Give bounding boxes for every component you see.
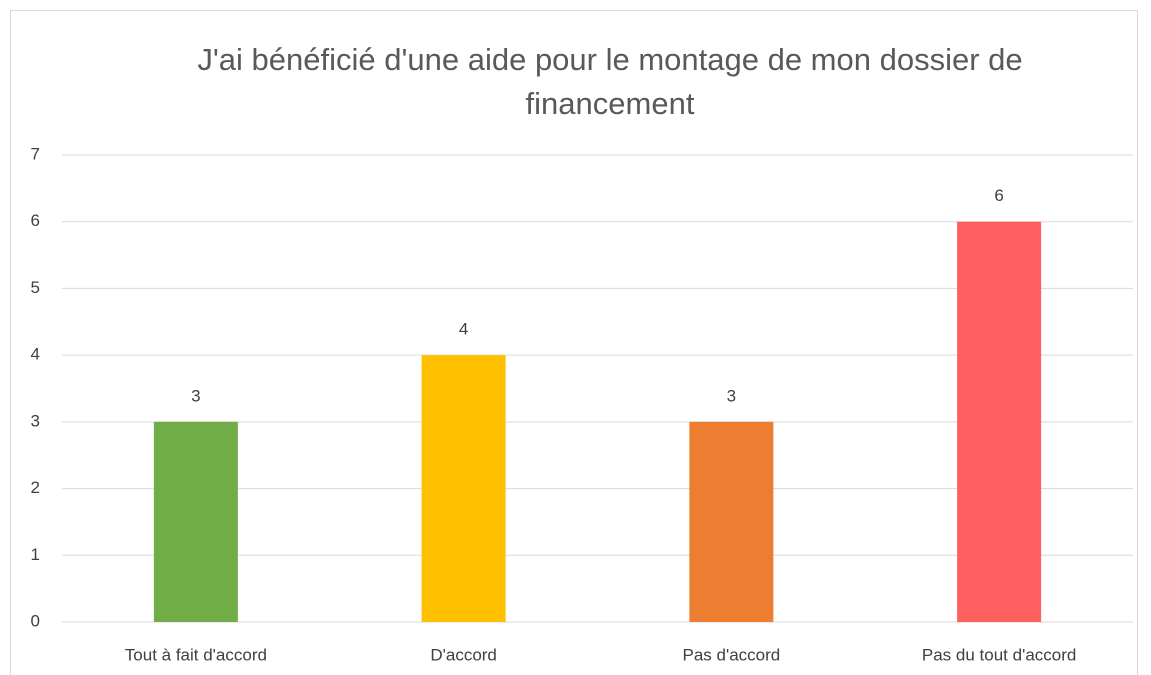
bar xyxy=(689,421,774,622)
y-tick-label: 0 xyxy=(31,611,40,630)
y-tick-label: 7 xyxy=(31,144,40,163)
y-tick-label: 5 xyxy=(31,278,40,297)
data-label: 3 xyxy=(727,386,736,405)
y-tick-label: 4 xyxy=(31,345,40,364)
bar xyxy=(153,421,238,622)
bar xyxy=(957,221,1042,622)
x-tick-label: Pas du tout d'accord xyxy=(922,645,1076,664)
y-tick-label: 3 xyxy=(31,411,40,430)
x-tick-label: Pas d'accord xyxy=(683,645,781,664)
chart-title: J'ai bénéficié d'une aide pour le montag… xyxy=(197,42,1023,121)
bar xyxy=(421,355,506,622)
y-tick-label: 1 xyxy=(31,545,40,564)
data-label: 3 xyxy=(191,386,200,405)
data-label: 4 xyxy=(459,320,468,339)
y-tick-label: 6 xyxy=(31,211,40,230)
data-label: 6 xyxy=(994,186,1003,205)
chart-frame xyxy=(10,10,1138,675)
y-tick-label: 2 xyxy=(31,478,40,497)
x-tick-label: D'accord xyxy=(430,645,497,664)
x-tick-label: Tout à fait d'accord xyxy=(125,645,267,664)
